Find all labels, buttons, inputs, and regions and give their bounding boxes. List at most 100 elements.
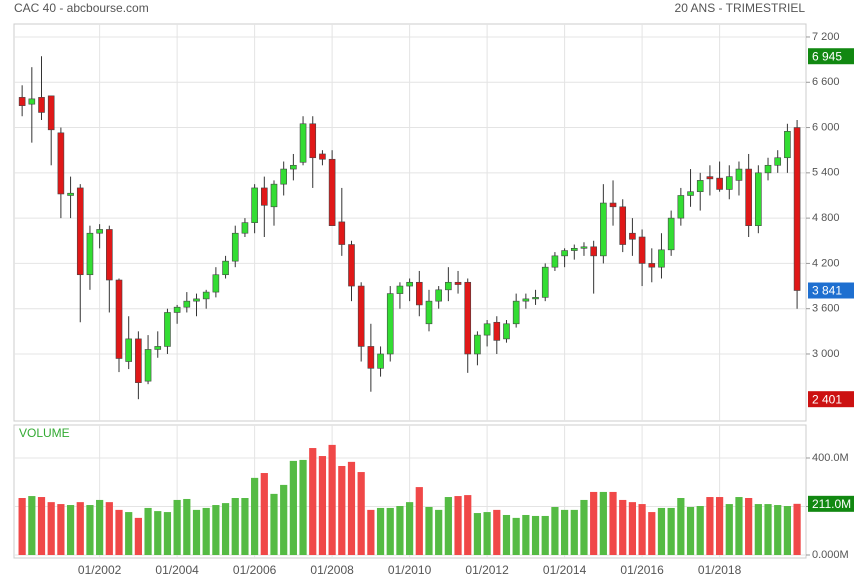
y-tick-label: 3 600 — [812, 303, 840, 315]
candle-body — [396, 285, 404, 294]
candle-body — [696, 180, 704, 193]
candle-body — [144, 349, 152, 382]
value-badge — [808, 495, 854, 512]
volume-bar — [541, 515, 549, 555]
candle-body — [580, 246, 588, 249]
volume-bar — [793, 503, 801, 555]
candle-body — [231, 232, 239, 262]
volume-bar — [299, 459, 307, 555]
volume-bar — [754, 504, 762, 555]
candle-body — [47, 95, 55, 131]
volume-bar — [396, 506, 404, 555]
volume-bar — [444, 497, 452, 555]
volume-bar — [105, 502, 113, 555]
volume-bar — [270, 493, 278, 555]
value-badge-label: 6 945 — [812, 49, 842, 63]
volume-bar — [37, 497, 46, 555]
candle-body — [706, 176, 714, 180]
y-tick-label: 4 800 — [812, 212, 840, 224]
volume-bar — [483, 512, 491, 555]
candle-body — [106, 229, 113, 281]
volume-bar — [347, 461, 356, 555]
candle-body — [86, 232, 94, 276]
candle-body — [638, 236, 646, 264]
volume-bar — [134, 517, 142, 555]
volume-bar — [212, 505, 220, 555]
volume-bar — [425, 506, 433, 555]
candle-body — [600, 202, 607, 257]
candle-body — [415, 281, 423, 306]
volume-bar — [774, 505, 782, 555]
volume-bar — [163, 512, 172, 555]
candle-body — [687, 191, 694, 196]
candle-body — [57, 132, 65, 195]
volume-bar — [454, 496, 462, 555]
volume-bar — [735, 497, 743, 555]
candle-body — [377, 353, 384, 369]
candle-body — [309, 123, 317, 159]
volume-bar — [473, 513, 482, 555]
candle-body — [503, 323, 510, 340]
candle-body — [183, 300, 191, 308]
candle-body — [658, 249, 665, 268]
y-tick-label: 3 000 — [812, 348, 840, 360]
volume-bar — [202, 507, 210, 555]
volume-bar — [609, 491, 617, 555]
volume-bar — [502, 514, 511, 555]
candle-body — [512, 300, 520, 325]
candle-body — [764, 164, 772, 174]
volume-bar — [144, 507, 152, 555]
candle-body — [609, 202, 617, 208]
candle-body — [357, 285, 365, 347]
candle-body — [677, 195, 685, 219]
y-tick-label: 400.0M — [812, 452, 849, 464]
volume-bar — [183, 498, 191, 555]
y-tick-label: 4 200 — [812, 257, 840, 269]
volume-bar — [154, 511, 162, 555]
volume-bar — [18, 498, 26, 555]
candle-body — [386, 293, 394, 355]
volume-bar — [648, 512, 656, 555]
candle-body — [716, 177, 723, 190]
candle-body — [590, 246, 597, 257]
volume-bar — [76, 502, 84, 555]
y-tick-label: 6 600 — [812, 76, 840, 88]
candle-body — [338, 221, 346, 245]
candle-body — [28, 98, 36, 105]
candle-body — [435, 289, 442, 302]
candle-body — [38, 97, 45, 113]
candle-body — [474, 334, 481, 355]
volume-bar — [560, 509, 569, 555]
volume-bar — [638, 504, 646, 555]
x-tick-label: 01/2004 — [155, 563, 199, 577]
volume-bar — [512, 517, 520, 555]
candle-body — [154, 346, 162, 350]
volume-bar — [96, 499, 104, 555]
candle-body — [290, 164, 297, 170]
volume-bar — [493, 509, 501, 555]
candle-body — [406, 281, 413, 287]
candle-body — [261, 187, 268, 206]
candle-body — [493, 321, 501, 341]
value-badge-label: 211.0M — [812, 497, 851, 511]
candle-body — [667, 217, 675, 251]
candle-body — [784, 131, 791, 159]
candle-body — [193, 298, 200, 302]
x-tick-label: 01/2008 — [310, 563, 354, 577]
candle-body — [18, 97, 26, 106]
volume-bar — [667, 507, 675, 555]
candle-body — [280, 168, 287, 185]
y-tick-label: 7 200 — [812, 31, 840, 43]
candle-body — [319, 153, 326, 160]
volume-bar — [125, 512, 133, 555]
volume-bar — [764, 504, 772, 555]
volume-bar — [435, 509, 443, 555]
y-tick-label: 0.000M — [812, 549, 849, 561]
volume-bar — [406, 502, 414, 555]
volume-bar — [47, 502, 55, 555]
volume-bar — [260, 473, 268, 555]
candle-body — [735, 168, 743, 181]
candle-body — [561, 250, 568, 257]
volume-bar — [599, 491, 607, 555]
